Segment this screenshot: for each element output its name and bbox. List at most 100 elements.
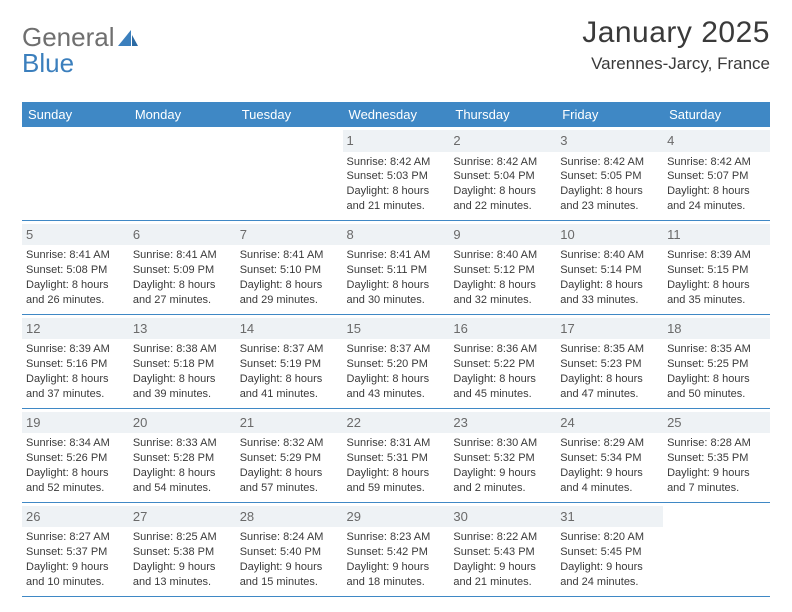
daylight2-text: and 59 minutes. <box>347 481 446 496</box>
calendar-cell: 1Sunrise: 8:42 AMSunset: 5:03 PMDaylight… <box>343 127 450 220</box>
cell-content: 14Sunrise: 8:37 AMSunset: 5:19 PMDayligh… <box>236 315 343 408</box>
daylight2-text: and 39 minutes. <box>133 387 232 402</box>
daylight1-text: Daylight: 8 hours <box>26 466 125 481</box>
calendar-cell: 22Sunrise: 8:31 AMSunset: 5:31 PMDayligh… <box>343 408 450 502</box>
calendar-cell: 29Sunrise: 8:23 AMSunset: 5:42 PMDayligh… <box>343 502 450 596</box>
sunset-text: Sunset: 5:37 PM <box>26 545 125 560</box>
daylight1-text: Daylight: 8 hours <box>240 466 339 481</box>
sunset-text: Sunset: 5:16 PM <box>26 357 125 372</box>
day-number: 7 <box>236 224 343 246</box>
day-number: 19 <box>22 412 129 434</box>
daylight2-text: and 13 minutes. <box>133 575 232 590</box>
cell-content: 10Sunrise: 8:40 AMSunset: 5:14 PMDayligh… <box>556 221 663 314</box>
sunrise-text: Sunrise: 8:29 AM <box>560 436 659 451</box>
calendar-cell: 17Sunrise: 8:35 AMSunset: 5:23 PMDayligh… <box>556 314 663 408</box>
sunset-text: Sunset: 5:20 PM <box>347 357 446 372</box>
weekday-header: Wednesday <box>343 102 450 127</box>
sunset-text: Sunset: 5:42 PM <box>347 545 446 560</box>
cell-content: 18Sunrise: 8:35 AMSunset: 5:25 PMDayligh… <box>663 315 770 408</box>
daylight2-text: and 45 minutes. <box>453 387 552 402</box>
day-number: 4 <box>663 130 770 152</box>
sunrise-text: Sunrise: 8:42 AM <box>667 155 766 170</box>
sunrise-text: Sunrise: 8:35 AM <box>560 342 659 357</box>
daylight1-text: Daylight: 8 hours <box>133 372 232 387</box>
day-number: 1 <box>343 130 450 152</box>
sunrise-text: Sunrise: 8:32 AM <box>240 436 339 451</box>
day-number: 23 <box>449 412 556 434</box>
cell-content: 13Sunrise: 8:38 AMSunset: 5:18 PMDayligh… <box>129 315 236 408</box>
calendar-cell: 19Sunrise: 8:34 AMSunset: 5:26 PMDayligh… <box>22 408 129 502</box>
daylight2-text: and 52 minutes. <box>26 481 125 496</box>
daylight1-text: Daylight: 8 hours <box>560 278 659 293</box>
cell-content: 19Sunrise: 8:34 AMSunset: 5:26 PMDayligh… <box>22 409 129 502</box>
calendar-cell: 27Sunrise: 8:25 AMSunset: 5:38 PMDayligh… <box>129 502 236 596</box>
weekday-header: Monday <box>129 102 236 127</box>
daylight1-text: Daylight: 8 hours <box>560 372 659 387</box>
cell-content: 28Sunrise: 8:24 AMSunset: 5:40 PMDayligh… <box>236 503 343 596</box>
sunset-text: Sunset: 5:34 PM <box>560 451 659 466</box>
calendar-cell: 20Sunrise: 8:33 AMSunset: 5:28 PMDayligh… <box>129 408 236 502</box>
cell-content: 12Sunrise: 8:39 AMSunset: 5:16 PMDayligh… <box>22 315 129 408</box>
sunrise-text: Sunrise: 8:42 AM <box>560 155 659 170</box>
daylight2-text: and 47 minutes. <box>560 387 659 402</box>
calendar-cell: 31Sunrise: 8:20 AMSunset: 5:45 PMDayligh… <box>556 502 663 596</box>
daylight1-text: Daylight: 9 hours <box>667 466 766 481</box>
daylight2-text: and 54 minutes. <box>133 481 232 496</box>
daylight1-text: Daylight: 8 hours <box>453 372 552 387</box>
cell-content: 22Sunrise: 8:31 AMSunset: 5:31 PMDayligh… <box>343 409 450 502</box>
daylight1-text: Daylight: 9 hours <box>560 560 659 575</box>
cell-content: 20Sunrise: 8:33 AMSunset: 5:28 PMDayligh… <box>129 409 236 502</box>
sunrise-text: Sunrise: 8:30 AM <box>453 436 552 451</box>
calendar-cell: 21 Sunrise: 8:32 AMSunset: 5:29 PMDayligh… <box>236 408 343 502</box>
daylight1-text: Daylight: 9 hours <box>26 560 125 575</box>
sunrise-text: Sunrise: 8:39 AM <box>667 248 766 263</box>
sunset-text: Sunset: 5:29 PM <box>240 451 339 466</box>
cell-content: 16Sunrise: 8:36 AMSunset: 5:22 PMDayligh… <box>449 315 556 408</box>
day-number: 5 <box>22 224 129 246</box>
day-number: 21 <box>236 412 343 434</box>
daylight2-text: and 50 minutes. <box>667 387 766 402</box>
cell-content <box>663 503 770 591</box>
sunrise-text: Sunrise: 8:37 AM <box>240 342 339 357</box>
daylight2-text: and 15 minutes. <box>240 575 339 590</box>
sunrise-text: Sunrise: 8:23 AM <box>347 530 446 545</box>
daylight1-text: Daylight: 8 hours <box>560 184 659 199</box>
sunrise-text: Sunrise: 8:41 AM <box>26 248 125 263</box>
daylight1-text: Daylight: 8 hours <box>133 466 232 481</box>
daylight2-text: and 24 minutes. <box>560 575 659 590</box>
cell-content: 11Sunrise: 8:39 AMSunset: 5:15 PMDayligh… <box>663 221 770 314</box>
day-number: 2 <box>449 130 556 152</box>
calendar-cell: 28Sunrise: 8:24 AMSunset: 5:40 PMDayligh… <box>236 502 343 596</box>
day-number: 6 <box>129 224 236 246</box>
sunrise-text: Sunrise: 8:27 AM <box>26 530 125 545</box>
daylight2-text: and 23 minutes. <box>560 199 659 214</box>
day-number: 25 <box>663 412 770 434</box>
daylight1-text: Daylight: 8 hours <box>667 372 766 387</box>
sunset-text: Sunset: 5:18 PM <box>133 357 232 372</box>
day-number: 14 <box>236 318 343 340</box>
sunset-text: Sunset: 5:23 PM <box>560 357 659 372</box>
sunset-text: Sunset: 5:05 PM <box>560 169 659 184</box>
calendar-cell: 10Sunrise: 8:40 AMSunset: 5:14 PMDayligh… <box>556 220 663 314</box>
sunrise-text: Sunrise: 8:31 AM <box>347 436 446 451</box>
sunset-text: Sunset: 5:07 PM <box>667 169 766 184</box>
sunrise-text: Sunrise: 8:42 AM <box>453 155 552 170</box>
cell-content: 30Sunrise: 8:22 AMSunset: 5:43 PMDayligh… <box>449 503 556 596</box>
day-number: 28 <box>236 506 343 528</box>
calendar-week: 5Sunrise: 8:41 AMSunset: 5:08 PMDaylight… <box>22 220 770 314</box>
weekday-header: Saturday <box>663 102 770 127</box>
sunset-text: Sunset: 5:11 PM <box>347 263 446 278</box>
day-number: 18 <box>663 318 770 340</box>
calendar-cell: 7Sunrise: 8:41 AMSunset: 5:10 PMDaylight… <box>236 220 343 314</box>
daylight1-text: Daylight: 8 hours <box>667 278 766 293</box>
daylight2-text: and 27 minutes. <box>133 293 232 308</box>
daylight2-text: and 21 minutes. <box>453 575 552 590</box>
calendar-cell: 23Sunrise: 8:30 AMSunset: 5:32 PMDayligh… <box>449 408 556 502</box>
daylight2-text: and 57 minutes. <box>240 481 339 496</box>
cell-content: 1Sunrise: 8:42 AMSunset: 5:03 PMDaylight… <box>343 127 450 220</box>
calendar: SundayMondayTuesdayWednesdayThursdayFrid… <box>22 102 770 597</box>
sunrise-text: Sunrise: 8:41 AM <box>347 248 446 263</box>
daylight1-text: Daylight: 8 hours <box>26 278 125 293</box>
daylight1-text: Daylight: 9 hours <box>453 466 552 481</box>
sunrise-text: Sunrise: 8:34 AM <box>26 436 125 451</box>
